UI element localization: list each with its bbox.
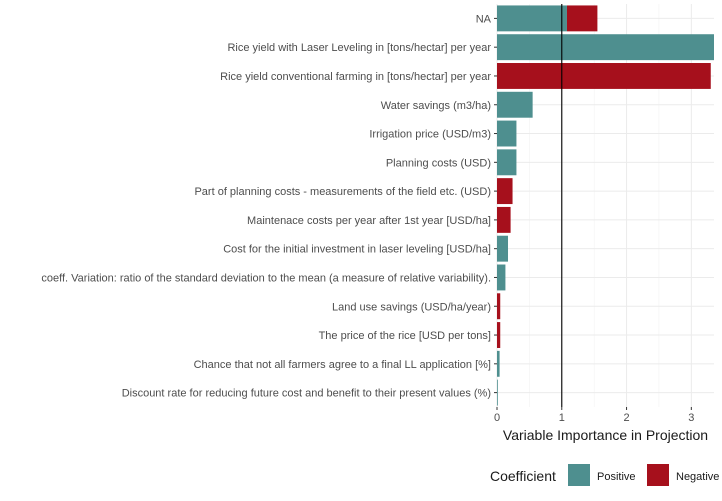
category-label: Part of planning costs - measurements of… xyxy=(194,186,491,198)
legend-label-negative: Negative xyxy=(676,471,719,483)
bar-positive xyxy=(497,264,506,291)
bar-positive xyxy=(497,149,517,176)
x-axis-title: Variable Importance in Projection xyxy=(503,427,708,443)
bar-positive xyxy=(497,34,714,61)
bar-positive xyxy=(497,350,500,377)
x-axis-ticks: 0 1 2 3 xyxy=(494,407,694,424)
legend-swatch-negative xyxy=(647,464,669,486)
bar-negative xyxy=(497,178,513,205)
bar-positive xyxy=(497,235,509,262)
bar-negative xyxy=(497,322,501,348)
category-label: Land use savings (USD/ha/year) xyxy=(332,301,491,313)
legend: Coefficient Positive Negative xyxy=(490,464,719,486)
category-label: NA xyxy=(476,13,492,25)
bar-positive xyxy=(497,120,517,147)
x-tick-label: 3 xyxy=(688,412,694,424)
x-tick-label: 1 xyxy=(559,412,565,424)
category-label: Cost for the initial investment in laser… xyxy=(223,244,491,256)
x-tick-label: 2 xyxy=(623,412,629,424)
category-label: coeff. Variation: ratio of the standard … xyxy=(41,272,491,284)
bar-negative xyxy=(497,63,711,89)
legend-title: Coefficient xyxy=(490,468,556,484)
bar-positive xyxy=(497,379,498,406)
category-label: Maintenace costs per year after 1st year… xyxy=(247,215,491,227)
bars-group xyxy=(497,5,714,406)
category-label: Rice yield with Laser Leveling in [tons/… xyxy=(227,42,491,54)
category-label: The price of the rice [USD per tons] xyxy=(319,330,491,342)
bar-positive xyxy=(497,91,533,118)
legend-label-positive: Positive xyxy=(597,471,636,483)
category-labels: NA Rice yield with Laser Leveling in [ton… xyxy=(41,13,497,400)
category-label: Irrigation price (USD/m3) xyxy=(369,129,491,141)
legend-swatch-positive xyxy=(568,464,590,486)
x-tick-label: 0 xyxy=(494,412,500,424)
category-label: Chance that not all farmers agree to a f… xyxy=(194,359,491,371)
category-label: Discount rate for reducing future cost a… xyxy=(122,388,491,400)
bar-negative xyxy=(497,206,511,233)
bar-negative xyxy=(497,293,501,320)
bar-negative xyxy=(566,5,598,32)
category-label: Water savings (m3/ha) xyxy=(381,100,491,112)
bar-positive xyxy=(497,5,567,32)
category-label: Planning costs (USD) xyxy=(386,157,491,169)
category-label: Rice yield conventional farming in [tons… xyxy=(220,71,491,83)
